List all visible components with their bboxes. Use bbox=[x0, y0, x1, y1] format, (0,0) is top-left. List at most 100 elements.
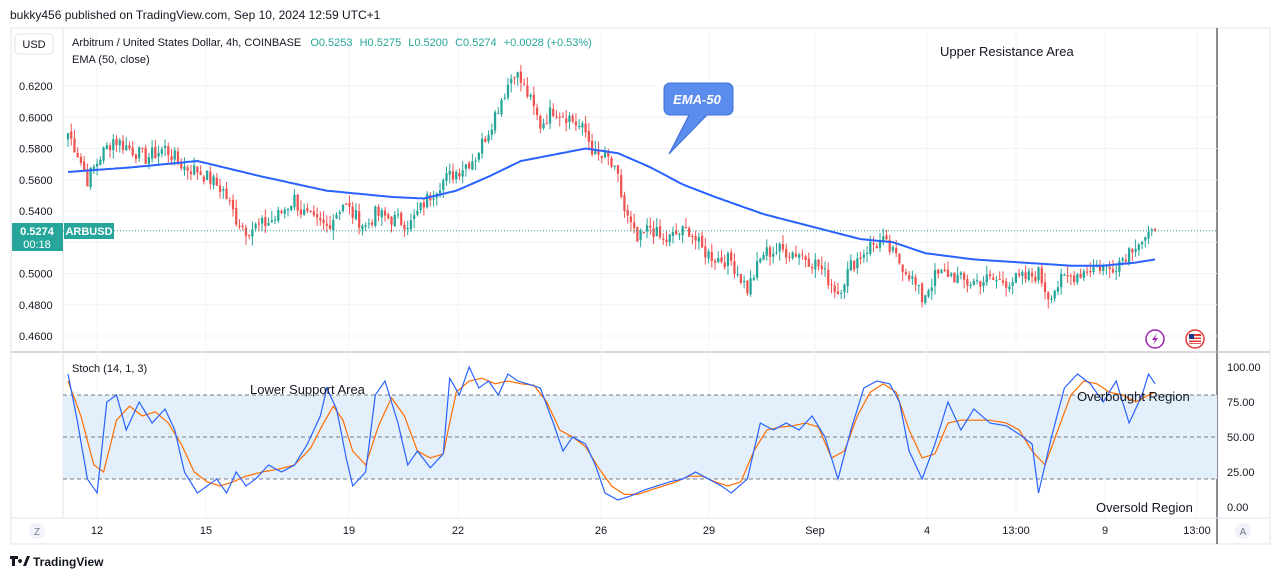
candle-body bbox=[532, 94, 535, 107]
chart-frame bbox=[10, 27, 1271, 545]
stoch-tick-label: 100.00 bbox=[1227, 362, 1261, 374]
candle-body bbox=[186, 167, 189, 171]
candle-body bbox=[118, 140, 121, 146]
a-button[interactable]: A bbox=[1235, 523, 1251, 539]
candle-body bbox=[1111, 269, 1115, 273]
candle-body bbox=[503, 97, 506, 99]
candle-body bbox=[853, 261, 856, 270]
candle-body bbox=[817, 259, 820, 267]
candle-body bbox=[257, 223, 261, 225]
candle-body bbox=[558, 117, 561, 119]
stoch-tick-label: 25.00 bbox=[1227, 467, 1255, 479]
candle-body bbox=[707, 251, 710, 259]
ema-legend: EMA (50, close) bbox=[72, 54, 150, 66]
candle-body bbox=[717, 258, 720, 263]
candle-body bbox=[594, 150, 597, 155]
ohlc-close: C0.5274 bbox=[455, 37, 497, 49]
candle-body bbox=[328, 225, 332, 230]
candle-body bbox=[451, 171, 455, 180]
candle-body bbox=[1021, 272, 1024, 276]
candle-body bbox=[655, 227, 658, 236]
x-tick-label: 13:00 bbox=[1002, 525, 1030, 537]
candle-body bbox=[500, 100, 503, 115]
candle-body bbox=[283, 209, 286, 214]
candle-body bbox=[1082, 271, 1085, 278]
candle-body bbox=[759, 258, 762, 263]
candle-body bbox=[1092, 266, 1095, 273]
time-axis-labels: 12 15 19 22 26 29 Sep 4 13:00 9 13:00 bbox=[91, 525, 1211, 537]
candle-body bbox=[950, 273, 953, 276]
candle-body bbox=[254, 224, 257, 229]
candle-body bbox=[658, 226, 662, 238]
candle-body bbox=[79, 156, 83, 163]
candle-body bbox=[425, 193, 429, 208]
candle-body bbox=[416, 210, 419, 215]
candle-body bbox=[571, 115, 574, 122]
candle-body bbox=[985, 274, 988, 283]
candle-body bbox=[309, 210, 312, 212]
candle-body bbox=[836, 291, 840, 294]
candle-body bbox=[700, 235, 704, 248]
candle-body bbox=[652, 228, 655, 238]
candle-body bbox=[319, 217, 322, 221]
candle-body bbox=[374, 206, 377, 226]
candle-body bbox=[260, 217, 264, 224]
currency-button[interactable] bbox=[14, 33, 54, 55]
candle-body bbox=[218, 185, 222, 193]
overbought-label: Overbought Region bbox=[1077, 389, 1190, 404]
candle-body bbox=[762, 254, 765, 260]
candle-body bbox=[620, 175, 623, 197]
candle-body bbox=[228, 200, 231, 202]
candle-body bbox=[1150, 229, 1153, 231]
x-tick-label: 15 bbox=[200, 525, 212, 537]
candle-body bbox=[251, 229, 254, 237]
candle-body bbox=[1076, 274, 1079, 283]
tradingview-brand: TradingView bbox=[33, 555, 104, 569]
candle-body bbox=[403, 224, 406, 230]
candle-body bbox=[959, 272, 963, 275]
candle-body bbox=[419, 202, 422, 211]
candle-body bbox=[1124, 259, 1128, 262]
candle-body bbox=[1153, 228, 1157, 231]
candle-body bbox=[982, 281, 985, 287]
candle-body bbox=[89, 167, 92, 188]
candle-body bbox=[1053, 290, 1056, 299]
candle-body bbox=[121, 140, 125, 150]
candle-body bbox=[665, 239, 668, 242]
stoch-legend: Stoch (14, 1, 3) bbox=[72, 363, 147, 375]
candle-body bbox=[882, 236, 885, 243]
candle-body bbox=[581, 123, 584, 128]
candle-body bbox=[264, 217, 267, 227]
candle-body bbox=[694, 235, 697, 241]
candle-body bbox=[568, 115, 571, 123]
candle-body bbox=[671, 231, 675, 236]
candle-body bbox=[636, 226, 639, 242]
candle-body bbox=[387, 214, 390, 219]
candle-body bbox=[830, 284, 833, 286]
candle-body bbox=[147, 157, 151, 164]
x-tick-label: 13:00 bbox=[1183, 525, 1211, 537]
candle-body bbox=[345, 203, 348, 205]
stoch-tick-label: 50.00 bbox=[1227, 432, 1255, 444]
candle-body bbox=[303, 209, 306, 215]
lightning-icon[interactable] bbox=[1145, 329, 1165, 349]
candle-body bbox=[662, 238, 665, 240]
candle-body bbox=[442, 180, 445, 191]
z-button[interactable]: Z bbox=[29, 523, 45, 539]
candle-body bbox=[341, 204, 345, 212]
candle-body bbox=[548, 107, 552, 124]
candle-body bbox=[804, 256, 807, 261]
candle-body bbox=[513, 77, 516, 79]
candle-body bbox=[616, 165, 620, 174]
candle-body bbox=[972, 280, 975, 285]
candle-body bbox=[1098, 264, 1102, 271]
candle-body bbox=[752, 277, 755, 280]
candle-body bbox=[413, 215, 416, 219]
us-flag-icon[interactable] bbox=[1185, 329, 1205, 349]
candle-body bbox=[688, 228, 691, 237]
candle-body bbox=[1005, 281, 1008, 288]
candle-body bbox=[102, 147, 105, 161]
candle-body bbox=[865, 252, 869, 254]
a-button-label: A bbox=[1240, 527, 1247, 538]
